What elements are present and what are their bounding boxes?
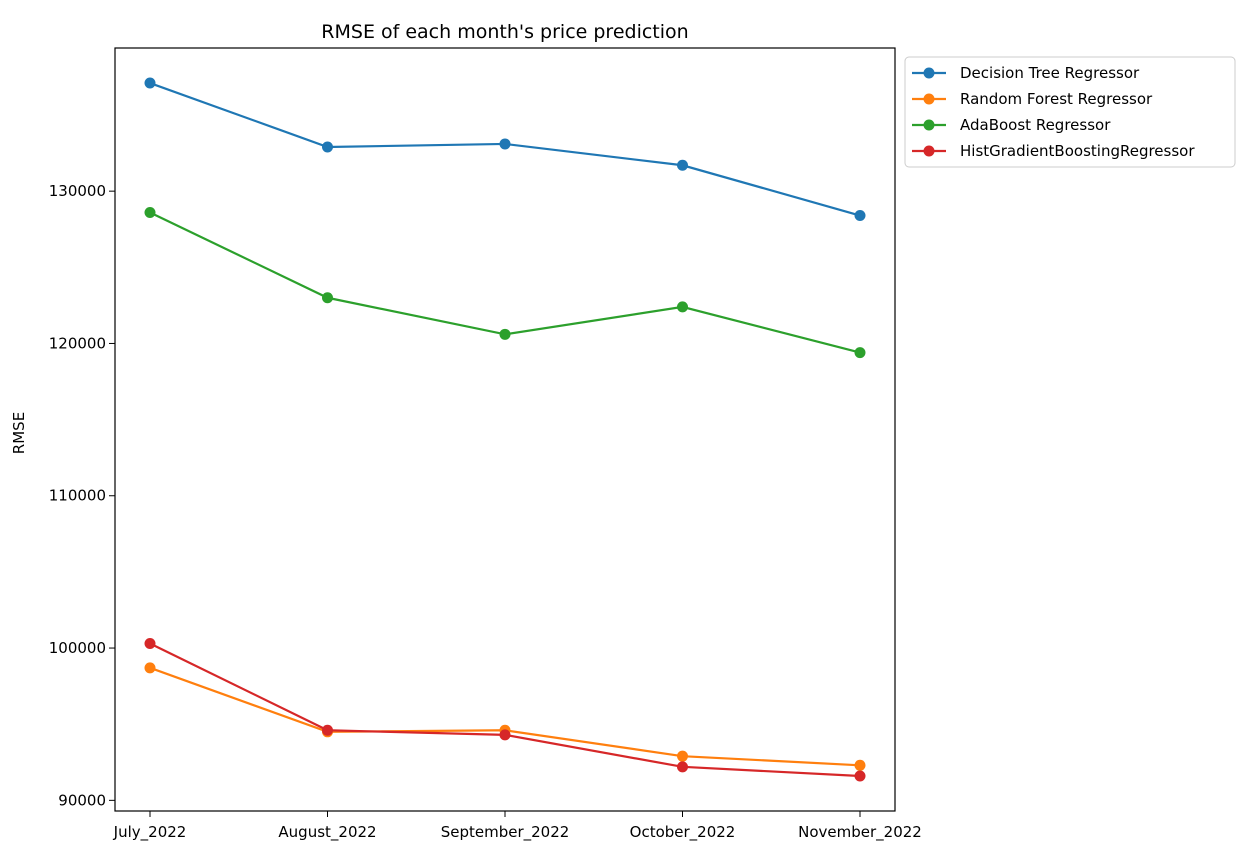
data-point [499, 138, 511, 150]
legend-label: HistGradientBoostingRegressor [960, 142, 1195, 160]
data-point [144, 206, 156, 218]
data-point [854, 770, 866, 782]
x-tick-label: July_2022 [113, 823, 187, 842]
series-histgradientboostingregressor [144, 637, 866, 782]
legend-swatch-marker [923, 67, 935, 79]
y-tick-label: 100000 [49, 639, 106, 657]
chart-title: RMSE of each month's price prediction [321, 21, 688, 43]
data-point [677, 761, 688, 773]
x-axis: July_2022 August_2022 September_2022 Octobe… [113, 811, 922, 842]
data-point [322, 141, 333, 153]
x-tick-label: September_2022 [441, 823, 570, 842]
data-point [322, 292, 333, 304]
y-tick-label: 110000 [49, 487, 106, 505]
legend-label: Random Forest Regressor [960, 90, 1153, 108]
data-point [677, 301, 688, 313]
x-tick-label: August_2022 [278, 823, 376, 842]
y-axis-label: RMSE [10, 412, 28, 454]
data-point [322, 724, 333, 736]
legend: Decision Tree Regressor Random Forest Reg… [904, 56, 1236, 168]
plot-series [144, 77, 866, 782]
data-point [499, 729, 511, 741]
y-tick-label: 120000 [49, 334, 106, 352]
data-point [854, 347, 866, 359]
series-line [149, 666, 861, 767]
legend-label: AdaBoost Regressor [960, 116, 1111, 134]
data-point [144, 637, 156, 649]
data-point [677, 750, 688, 762]
legend-item: AdaBoost Regressor [912, 116, 1111, 134]
data-point [677, 159, 688, 171]
y-tick-label: 130000 [49, 182, 106, 200]
legend-swatch-marker [923, 93, 935, 105]
legend-label: Decision Tree Regressor [960, 64, 1140, 82]
series-adaboost-regressor [144, 206, 866, 359]
legend-item: Decision Tree Regressor [912, 64, 1140, 82]
plot-frame [114, 47, 896, 812]
legend-swatch-marker [923, 119, 935, 131]
data-point [854, 210, 866, 222]
series-random-forest-regressor [144, 662, 866, 771]
data-point [499, 328, 511, 340]
series-line [149, 642, 861, 778]
x-tick-label: November_2022 [798, 823, 922, 842]
legend-item: Random Forest Regressor [912, 90, 1153, 108]
series-decision-tree-regressor [144, 77, 866, 222]
y-axis: 90000 100000 110000 120000 130000 [49, 182, 115, 809]
x-tick-label: October_2022 [630, 823, 736, 842]
y-tick-label: 90000 [58, 791, 106, 809]
data-point [144, 77, 156, 89]
data-point [144, 662, 156, 674]
legend-swatch-marker [923, 145, 935, 157]
legend-box [904, 56, 1236, 168]
legend-item: HistGradientBoostingRegressor [912, 142, 1195, 160]
data-point [854, 759, 866, 771]
